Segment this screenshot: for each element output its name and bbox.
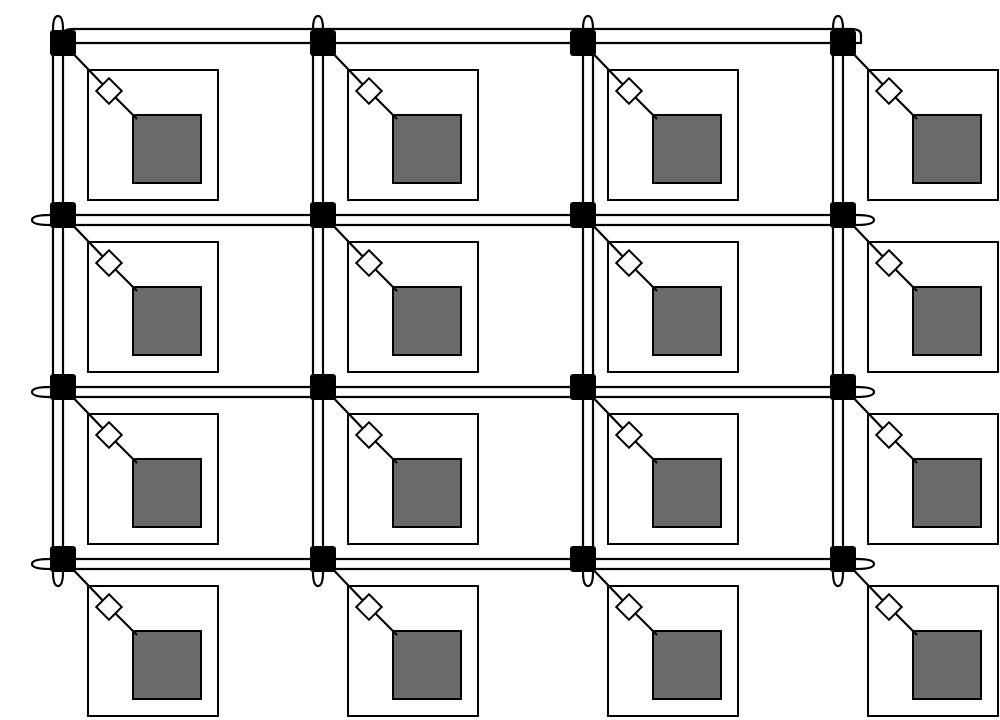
router-node	[570, 30, 596, 56]
router-node	[310, 202, 336, 228]
router-node	[830, 202, 856, 228]
v-wrap-col-1	[313, 16, 323, 586]
router-node	[830, 546, 856, 572]
core-die	[393, 631, 461, 699]
router-node	[50, 30, 76, 56]
core-die	[653, 459, 721, 527]
torus-noc-diagram	[0, 0, 1000, 720]
core-die	[393, 459, 461, 527]
router-node	[310, 546, 336, 572]
v-wrap-col-0	[53, 16, 63, 586]
core-die	[913, 459, 981, 527]
core-die	[133, 631, 201, 699]
core-die	[393, 287, 461, 355]
core-die	[913, 631, 981, 699]
core-die	[393, 115, 461, 183]
core-die	[653, 287, 721, 355]
router-node	[570, 546, 596, 572]
router-node	[50, 202, 76, 228]
core-die	[133, 459, 201, 527]
core-die	[653, 115, 721, 183]
core-die	[133, 287, 201, 355]
h-wrap-row-3	[32, 559, 874, 569]
router-node	[570, 202, 596, 228]
router-node	[310, 374, 336, 400]
router-node	[310, 30, 336, 56]
core-die	[133, 115, 201, 183]
router-node	[830, 374, 856, 400]
v-wrap-col-3	[833, 16, 843, 586]
h-wrap-row-0	[63, 29, 861, 43]
core-die	[913, 287, 981, 355]
v-wrap-col-2	[583, 16, 593, 586]
router-node	[50, 546, 76, 572]
h-wrap-row-1	[32, 215, 874, 225]
router-node	[50, 374, 76, 400]
router-node	[830, 30, 856, 56]
router-node	[570, 374, 596, 400]
h-wrap-row-2	[32, 387, 874, 397]
core-die	[653, 631, 721, 699]
core-die	[913, 115, 981, 183]
